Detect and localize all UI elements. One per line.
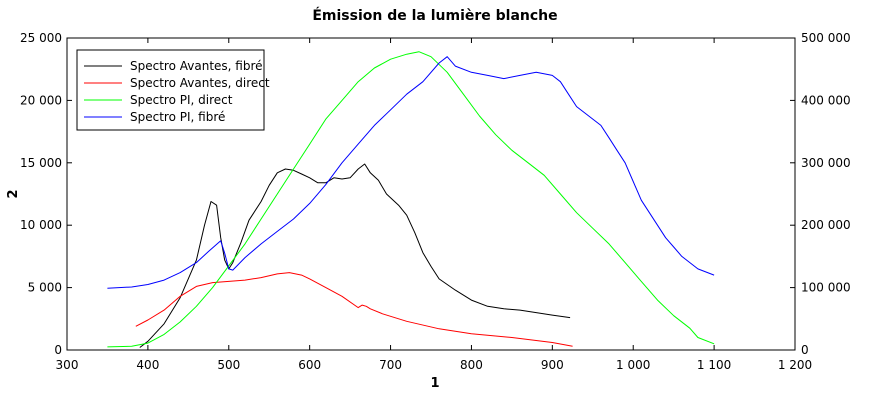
- legend-label: Spectro Avantes, fibré: [130, 59, 263, 73]
- x-tick-label: 900: [541, 358, 564, 372]
- legend: Spectro Avantes, fibré Spectro Avantes, d…: [76, 49, 270, 131]
- x-axis: 300 400 500 600 700 800 900 1 000 1 100 1 200: [56, 38, 812, 372]
- series-layer: [107, 51, 715, 348]
- x-tick-label: 700: [379, 358, 402, 372]
- series-line-1: [139, 163, 571, 348]
- chart-title: Émission de la lumière blanche: [312, 7, 557, 24]
- x-tick-label: 400: [136, 358, 159, 372]
- y2-tick-label: 500 000: [801, 31, 851, 45]
- y2-tick-label: 300 000: [801, 156, 851, 170]
- x-tick-label: 500: [217, 358, 240, 372]
- y-axis-left: 0 5 000 10 000 15 000 20 000 25 000: [20, 31, 72, 357]
- legend-label: Spectro Avantes, direct: [130, 76, 270, 90]
- x-axis-label: 1: [430, 376, 439, 391]
- y2-tick-label: 0: [801, 343, 809, 357]
- series-line-2: [135, 272, 573, 347]
- series-line-4: [107, 56, 715, 289]
- y-tick-label: 20 000: [20, 93, 62, 107]
- legend-label: Spectro PI, fibré: [130, 110, 225, 124]
- x-tick-label: 1 000: [616, 358, 650, 372]
- y2-tick-label: 100 000: [801, 281, 851, 295]
- y-tick-label: 0: [54, 343, 62, 357]
- y2-tick-label: 400 000: [801, 93, 851, 107]
- legend-label: Spectro PI, direct: [130, 93, 233, 107]
- x-tick-label: 800: [460, 358, 483, 372]
- y-tick-label: 15 000: [20, 156, 62, 170]
- y-tick-label: 5 000: [28, 281, 62, 295]
- y-tick-label: 10 000: [20, 218, 62, 232]
- y-tick-label: 25 000: [20, 31, 62, 45]
- x-tick-label: 300: [56, 358, 79, 372]
- y2-tick-label: 200 000: [801, 218, 851, 232]
- plot-frame: [66, 37, 796, 351]
- x-tick-label: 1 100: [697, 358, 731, 372]
- y-axis-label: 2: [6, 189, 21, 198]
- x-tick-label: 600: [298, 358, 321, 372]
- x-tick-label: 1 200: [778, 358, 812, 372]
- y-axis-right: 0 100 000 200 000 300 000 400 000 500 000: [790, 31, 851, 357]
- series-line-3: [107, 51, 715, 348]
